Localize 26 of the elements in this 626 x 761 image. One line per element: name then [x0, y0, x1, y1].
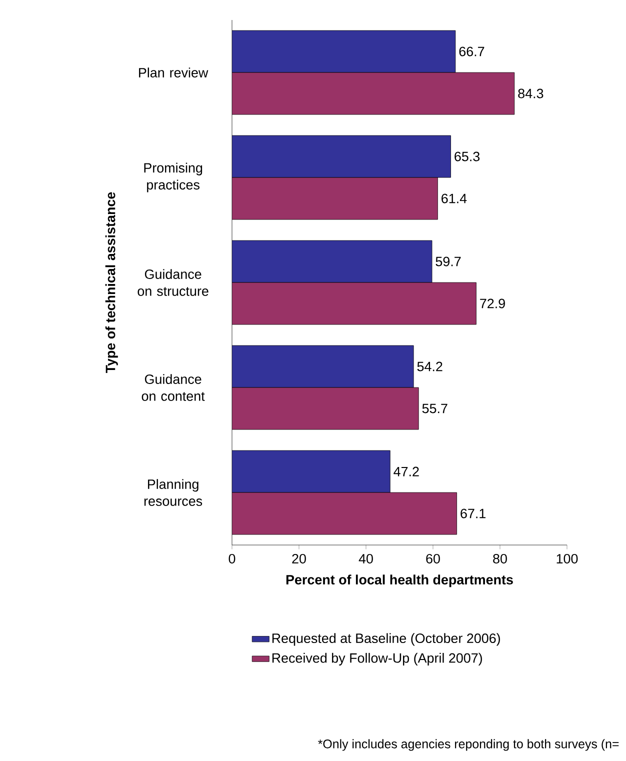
- data-label: 65.3: [454, 152, 480, 162]
- y-tick-label: Plan review: [139, 68, 208, 78]
- data-label: 72.9: [480, 298, 505, 308]
- data-label: 67.1: [460, 508, 486, 518]
- x-tick-label: 60: [426, 554, 440, 564]
- y-tick-label: Guidance on structure: [138, 269, 208, 296]
- x-tick-label: 0: [228, 554, 236, 564]
- text: *Only includes agencies reponding to both surveys (n=: [318, 739, 619, 751]
- data-label: 55.7: [422, 404, 448, 414]
- y-axis-title: Type of technical assistance: [105, 192, 118, 374]
- x-tick-label: 40: [358, 554, 373, 564]
- legend-label: Requested at Baseline (October 2006): [272, 633, 500, 646]
- y-tick-label: Promising practices: [144, 162, 202, 192]
- legend-label: Received by Follow-Up (April 2007): [272, 652, 482, 666]
- x-axis-title: Percent of local health departments: [286, 574, 513, 588]
- data-label: 47.2: [394, 466, 419, 476]
- x-tick-label: 80: [493, 554, 507, 564]
- x-tick-label: 100: [556, 554, 578, 564]
- data-label: 54.2: [417, 362, 442, 372]
- data-label: 66.7: [459, 46, 484, 56]
- data-label: 61.4: [442, 194, 467, 204]
- x-tick-label: 20: [292, 554, 306, 564]
- y-tick-label: Guidance on content: [142, 374, 205, 401]
- data-label: 59.7: [436, 256, 461, 266]
- data-label: 84.3: [518, 88, 544, 98]
- y-tick-label: Planning resources: [144, 479, 202, 506]
